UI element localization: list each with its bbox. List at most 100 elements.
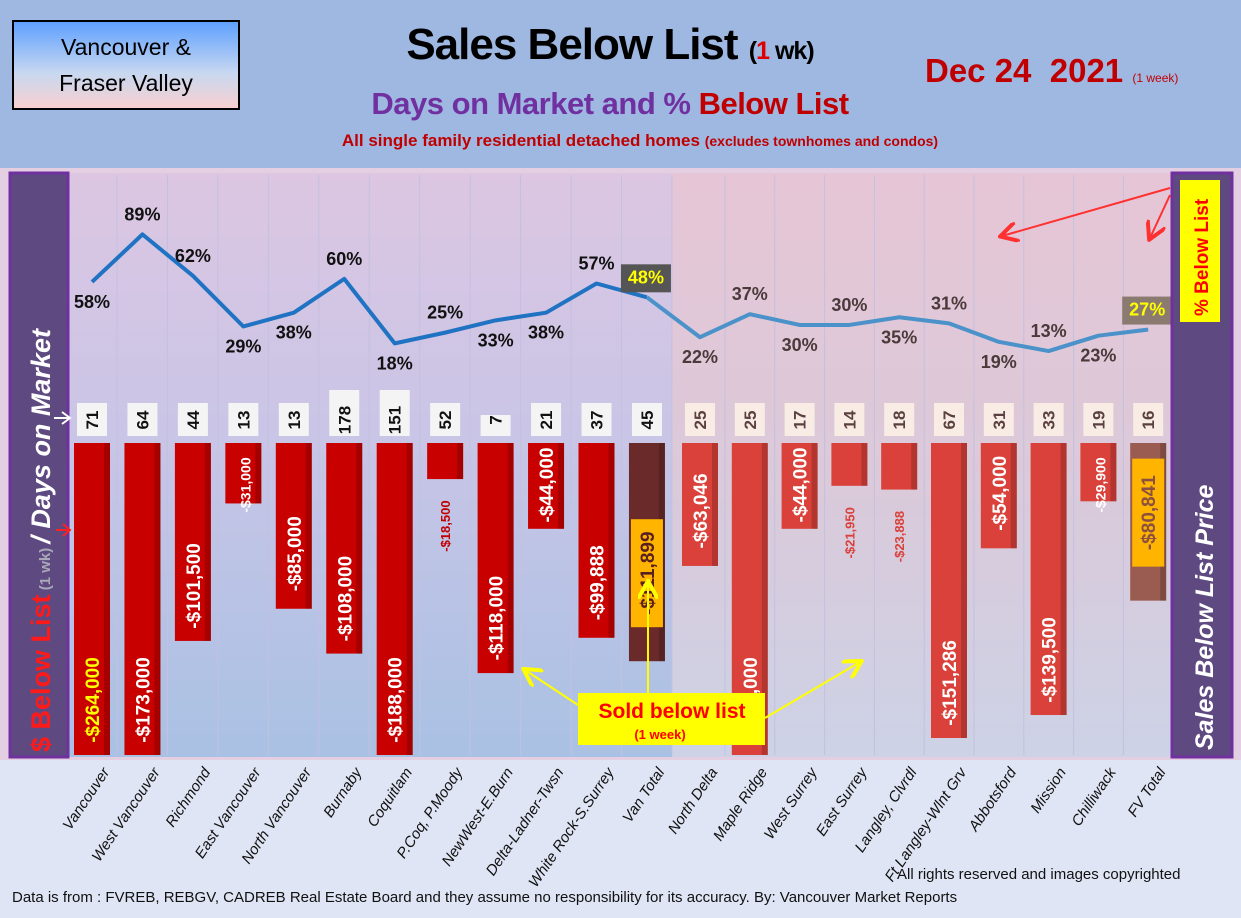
bar-shade	[608, 443, 615, 638]
bar-value-label: -$108,000	[335, 556, 356, 642]
legend-arrow-icon	[1002, 187, 1171, 236]
days-on-market-box	[934, 403, 964, 436]
bar-north-delta	[682, 443, 718, 566]
bar-shade	[457, 443, 464, 480]
days-on-market-box	[77, 403, 107, 436]
days-on-market-label: 31	[990, 411, 1009, 430]
days-on-market-label: 19	[1089, 411, 1108, 430]
bar-value-label: -$188,000	[386, 657, 407, 743]
title-paren: (1 wk)	[749, 37, 815, 65]
bar-coquitlam	[376, 443, 413, 755]
days-on-market-box	[329, 390, 360, 436]
bar-newwest-e-burn	[477, 443, 514, 674]
annotation-sub: (1 week)	[634, 727, 685, 742]
chart-title: Sales Below List (1 wk)	[300, 20, 920, 70]
percent-label: 60%	[326, 249, 362, 269]
left-axis-gray: (1 wk)	[37, 544, 54, 595]
days-on-market-label: 16	[1139, 411, 1158, 430]
fraser-valley-percent-line	[645, 295, 1149, 354]
bar-value-label: -$80,841	[1139, 475, 1160, 550]
bar-white-rock-s-surrey	[578, 443, 615, 638]
days-on-market-box	[1033, 403, 1064, 436]
percent-label: 48%	[628, 267, 664, 287]
percent-label: 57%	[578, 254, 614, 274]
x-axis-label: Burnaby	[320, 763, 366, 820]
bar-shade	[1010, 443, 1017, 549]
bar-value-label: -$264,000	[83, 657, 104, 743]
bar-value-label: -$44,000	[791, 447, 812, 522]
days-on-market-label: 13	[285, 411, 304, 430]
days-on-market-label: 14	[840, 410, 859, 429]
date-small: (1 week)	[1132, 71, 1179, 85]
percent-label: 38%	[528, 323, 564, 343]
percent-label: 30%	[831, 295, 867, 315]
annotation-arrow-icon	[525, 670, 579, 706]
bar-value-label: -$21,950	[842, 507, 857, 558]
bar-delta-ladner-twsn	[528, 443, 565, 529]
total-label-box	[630, 519, 663, 628]
bar-abbotsford	[980, 443, 1017, 549]
left-axis-panel	[8, 171, 70, 759]
days-on-market-box	[983, 403, 1014, 436]
x-axis-label: Coquitlam	[364, 765, 416, 830]
percent-label: 38%	[276, 323, 312, 343]
x-axis-label: North Delta	[665, 765, 722, 837]
bar-value-label: -$18,500	[438, 500, 453, 551]
percent-label: 29%	[225, 336, 261, 356]
days-on-market-label: 21	[537, 411, 556, 430]
total-label-box	[1132, 458, 1165, 567]
bar-shade	[406, 443, 413, 755]
bar-shade	[255, 443, 262, 504]
x-axis-label: Chilliwack	[1068, 763, 1120, 829]
bar-shade	[1060, 443, 1067, 716]
bar-p-coq-p-moody	[427, 443, 464, 480]
x-axis-label: Vancouver	[59, 764, 113, 833]
percent-label: 19%	[981, 352, 1017, 372]
report-date: Dec 24 2021 (1 week)	[925, 52, 1178, 90]
annotation-arrow-icon	[764, 662, 860, 719]
percent-label: 31%	[931, 293, 967, 313]
bar-langley-clvrdl	[881, 443, 918, 490]
days-on-market-label: 52	[436, 411, 455, 430]
legend-arrow-icon	[1150, 194, 1171, 238]
note-small: (excludes townhomes and condos)	[704, 133, 939, 149]
bar-chilliwack	[1080, 443, 1117, 502]
days-on-market-label: 7	[487, 415, 506, 424]
note-main: All single family residential detached h…	[341, 131, 700, 150]
x-axis-label: Van Total	[619, 764, 668, 826]
days-on-market-label: 17	[791, 411, 810, 430]
days-on-market-box	[784, 403, 815, 436]
percent-label: 22%	[682, 347, 718, 367]
days-on-market-box	[685, 403, 715, 436]
bar-east-surrey	[831, 443, 868, 486]
bar-value-label: -$44,000	[537, 447, 558, 522]
days-on-market-label: 71	[83, 411, 102, 430]
percent-label: 13%	[1031, 321, 1067, 341]
left-axis-title: $ Below List (1 wk) / Days on Market	[26, 328, 56, 752]
bar-shade	[1110, 443, 1117, 502]
bar-shade	[712, 443, 718, 566]
days-on-market-box	[734, 403, 765, 436]
subtitle-purple: Days on Market and %	[371, 86, 699, 121]
days-on-market-box	[278, 403, 309, 436]
bar-shade	[558, 443, 565, 529]
days-on-market-label: 64	[133, 410, 152, 429]
bar-vancouver	[74, 443, 110, 755]
days-on-market-box	[531, 403, 562, 436]
x-axis-label: White Rock-S.Surrey	[525, 763, 618, 890]
bar-shade	[911, 443, 918, 490]
bar-shade	[154, 443, 161, 755]
days-on-market-box	[177, 403, 208, 436]
bar-value-label: -$31,000	[237, 457, 253, 512]
days-on-market-box	[884, 403, 915, 436]
percent-label: 37%	[732, 284, 768, 304]
days-on-market-box	[1133, 403, 1164, 436]
days-on-market-label: 178	[335, 406, 354, 434]
days-on-market-box	[480, 415, 511, 436]
percent-label: 27%	[1129, 300, 1165, 320]
days-on-market-box	[127, 403, 158, 436]
bar-value-label: -$151,286	[940, 640, 961, 726]
bar-ft-langley-wlnt-grv	[931, 443, 967, 739]
title-wk: wk)	[769, 37, 815, 65]
bar-richmond	[174, 443, 211, 641]
